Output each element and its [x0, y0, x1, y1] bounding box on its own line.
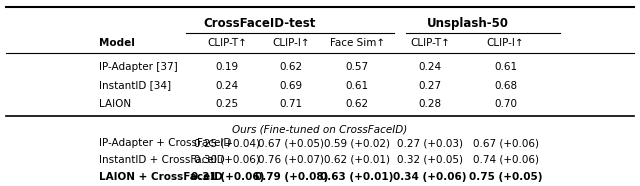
Text: 0.67 (+0.05): 0.67 (+0.05)	[258, 138, 324, 148]
Text: 0.24: 0.24	[419, 62, 442, 72]
Text: 0.28: 0.28	[419, 99, 442, 109]
Text: 0.27 (+0.03): 0.27 (+0.03)	[397, 138, 463, 148]
Text: LAION + CrossFaceID: LAION + CrossFaceID	[99, 172, 223, 182]
Text: Face Sim↑: Face Sim↑	[330, 38, 385, 48]
Text: 0.61: 0.61	[346, 81, 369, 91]
Text: 0.59 (+0.02): 0.59 (+0.02)	[324, 138, 390, 148]
Text: CLIP-T↑: CLIP-T↑	[410, 38, 450, 48]
Text: 0.76 (+0.07): 0.76 (+0.07)	[258, 155, 324, 165]
Text: 0.30 (+0.06): 0.30 (+0.06)	[195, 155, 260, 165]
Text: 0.70: 0.70	[494, 99, 517, 109]
Text: LAION: LAION	[99, 99, 131, 109]
Text: 0.27: 0.27	[419, 81, 442, 91]
Text: 0.62 (+0.01): 0.62 (+0.01)	[324, 155, 390, 165]
Text: 0.32 (+0.05): 0.32 (+0.05)	[397, 155, 463, 165]
Text: 0.75 (+0.05): 0.75 (+0.05)	[469, 172, 542, 182]
Text: 0.68: 0.68	[494, 81, 517, 91]
Text: 0.62: 0.62	[346, 99, 369, 109]
Text: CrossFaceID-test: CrossFaceID-test	[203, 17, 316, 30]
Text: 0.71: 0.71	[280, 99, 303, 109]
Text: CLIP-I↑: CLIP-I↑	[487, 38, 524, 48]
Text: 0.63 (+0.01): 0.63 (+0.01)	[321, 172, 394, 182]
Text: 0.79 (+0.08): 0.79 (+0.08)	[255, 172, 328, 182]
Text: IP-Adapter + CrossFaceID: IP-Adapter + CrossFaceID	[99, 138, 232, 148]
Text: 0.69: 0.69	[280, 81, 303, 91]
Text: 0.24: 0.24	[216, 81, 239, 91]
Text: CLIP-I↑: CLIP-I↑	[273, 38, 310, 48]
Text: InstantID + CrossFaceID: InstantID + CrossFaceID	[99, 155, 225, 165]
Text: 0.25 (+0.04): 0.25 (+0.04)	[194, 138, 260, 148]
Text: 0.19: 0.19	[216, 62, 239, 72]
Text: Model: Model	[99, 38, 135, 48]
Text: 0.62: 0.62	[280, 62, 303, 72]
Text: Ours (Fine-tuned on CrossFaceID): Ours (Fine-tuned on CrossFaceID)	[232, 124, 408, 134]
Text: 0.57: 0.57	[346, 62, 369, 72]
Text: 0.31 (+0.06): 0.31 (+0.06)	[191, 172, 264, 182]
Text: 0.74 (+0.06): 0.74 (+0.06)	[472, 155, 539, 165]
Text: 0.25: 0.25	[216, 99, 239, 109]
Text: 0.61: 0.61	[494, 62, 517, 72]
Text: IP-Adapter [37]: IP-Adapter [37]	[99, 62, 178, 72]
Text: CLIP-T↑: CLIP-T↑	[207, 38, 247, 48]
Text: 0.34 (+0.06): 0.34 (+0.06)	[394, 172, 467, 182]
Text: 0.67 (+0.06): 0.67 (+0.06)	[472, 138, 539, 148]
Text: Unsplash-50: Unsplash-50	[427, 17, 509, 30]
Text: InstantID [34]: InstantID [34]	[99, 81, 172, 91]
